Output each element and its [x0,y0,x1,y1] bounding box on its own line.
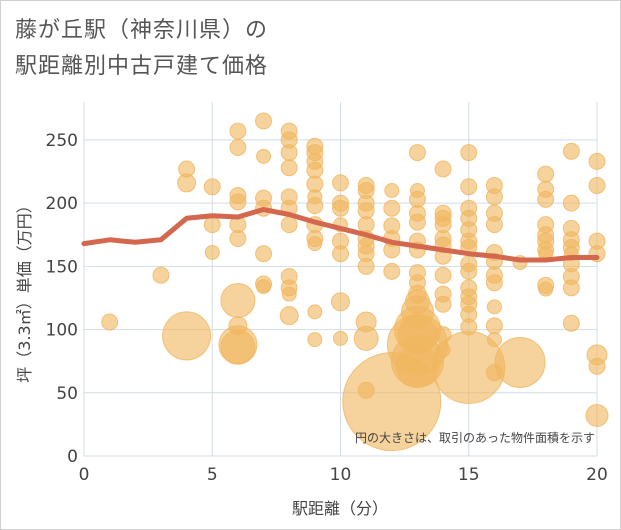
bubble-point [384,183,400,198]
bubble-point [434,160,452,178]
bubble-point [588,357,606,375]
bubble-point [460,262,478,280]
bubble-point [220,282,256,318]
bubble-point [494,336,546,388]
chart-title: 藤が丘駅（神奈川県）の 駅距離別中古戸建て価格 [15,13,268,85]
bubble-point [383,262,401,280]
bubble-point [538,281,554,297]
trend-line [81,207,600,263]
y-tick-label: 150 [46,257,78,277]
bubble-point [229,230,247,248]
bubble-point [162,311,212,361]
chart-title-line-1: 藤が丘駅（神奈川県）の [15,18,269,43]
bubble-point [229,139,247,157]
bubble-point [280,159,298,177]
bubble-point [537,165,555,183]
bubble-point [588,152,606,170]
bubble-point [562,314,580,332]
bubble-point [281,286,297,302]
bubble-point [229,122,247,140]
bubble-point [408,213,426,231]
bubble-point [485,317,503,335]
bubble-point [220,329,256,365]
bubble-point [485,216,503,234]
x-tick-label: 0 [79,465,90,485]
bubble-point [332,174,349,192]
bubble-point [434,295,452,313]
bubble-point [585,404,609,428]
bubble-point [434,266,452,284]
bubble-point [353,325,379,351]
bubble-point [460,144,478,162]
bubble-series [101,112,609,452]
bubble-point [280,144,298,162]
x-tick-label: 15 [458,465,480,485]
bubble-point [537,190,555,208]
bubble-point [204,244,220,260]
size-note: 円の大きさは、取引のあった物件面積を示す [355,430,595,445]
bubble-point [255,112,273,130]
bubble-point [485,188,503,206]
bubble-point [357,257,375,275]
bubble-point [331,292,350,312]
bubble-point [307,304,323,320]
bubble-point [383,199,401,217]
bubble-point [203,216,221,234]
bubble-point [562,279,580,297]
y-tick-labels: 0 50 100 150 200 250 [46,131,78,467]
chart-title-line-2: 駅距離別中古戸建て価格 [15,54,269,79]
x-tick-label: 10 [330,465,352,485]
bubble-point [562,142,580,160]
bubble-point [562,194,580,212]
bubble-point [408,144,426,162]
bubble-point [307,236,323,252]
y-tick-label: 100 [46,321,78,341]
bubble-point [306,197,324,215]
bubble-point [229,193,247,211]
bubble-point [485,274,503,292]
bubble-point [256,148,272,164]
bubble-point [332,245,349,263]
bubble-point [279,306,299,326]
bubble-point [101,313,119,331]
y-axis-label: 坪（3.3㎡）単価（万円） [15,197,34,382]
y-tick-label: 0 [67,447,78,467]
x-tick-label: 20 [586,465,608,485]
x-axis-label: 駅距離（分） [292,499,388,518]
bubble-point [203,178,221,196]
bubble-point [332,199,349,217]
bubble-point [256,279,272,295]
x-tick-label: 5 [207,465,218,485]
x-tick-labels: 0 5 10 15 20 [79,465,608,485]
bubble-point [177,173,197,193]
bubble-point [152,266,170,284]
bubble-point [486,299,502,315]
bubble-point [333,330,348,346]
bubble-point [395,344,439,388]
bubble-point [280,216,298,234]
bubble-point [255,245,273,263]
y-tick-label: 250 [46,131,78,151]
bubble-point [460,178,478,196]
y-tick-label: 200 [46,194,78,214]
bubble-point [307,332,323,348]
y-tick-label: 50 [56,384,78,404]
bubble-point [486,332,502,348]
bubble-point [588,176,606,194]
